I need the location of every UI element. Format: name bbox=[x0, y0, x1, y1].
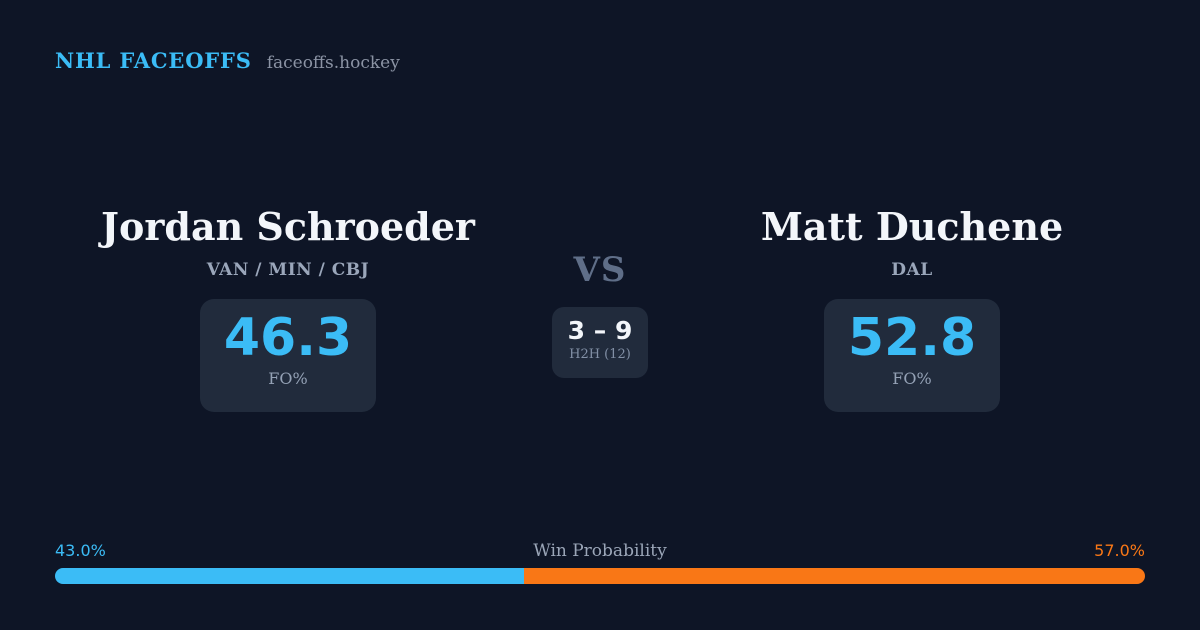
faceoff-pct-value-left: 46.3 bbox=[223, 307, 353, 368]
head-to-head-card: 3 – 9 H2H (12) bbox=[552, 306, 648, 378]
player-teams-right: DAL bbox=[891, 259, 933, 280]
faceoff-pct-label-right: FO% bbox=[892, 369, 932, 389]
header: NHL FACEOFFS faceoffs.hockey bbox=[55, 48, 400, 73]
faceoff-pct-label-left: FO% bbox=[268, 369, 308, 389]
player-name-right: Matt Duchene bbox=[760, 204, 1064, 249]
win-probability-right-pct: 57.0% bbox=[1094, 541, 1145, 560]
head-to-head-score: 3 – 9 bbox=[567, 315, 633, 345]
player-panel-right: Matt Duchene DAL 52.8 FO% bbox=[712, 205, 1112, 412]
win-probability-bar bbox=[55, 568, 1145, 584]
faceoff-pct-card-right: 52.8 FO% bbox=[824, 298, 1000, 412]
win-probability-bar-left-segment bbox=[55, 568, 524, 584]
faceoff-pct-card-left: 46.3 FO% bbox=[200, 298, 376, 412]
faceoff-pct-value-right: 52.8 bbox=[847, 307, 977, 368]
win-probability-bar-right-segment bbox=[523, 568, 1145, 584]
matchup-panel: VS 3 – 9 H2H (12) bbox=[500, 250, 700, 378]
site-url: faceoffs.hockey bbox=[266, 53, 400, 73]
win-probability-title: Win Probability bbox=[533, 541, 667, 561]
player-name-left: Jordan Schroeder bbox=[101, 204, 475, 249]
win-probability-labels: 43.0% Win Probability 57.0% bbox=[55, 541, 1145, 561]
player-panel-left: Jordan Schroeder VAN / MIN / CBJ 46.3 FO… bbox=[88, 205, 488, 412]
vs-label: VS bbox=[573, 250, 627, 290]
brand-title: NHL FACEOFFS bbox=[55, 48, 252, 73]
head-to-head-label: H2H (12) bbox=[569, 346, 631, 362]
win-probability-left-pct: 43.0% bbox=[55, 541, 106, 560]
player-teams-left: VAN / MIN / CBJ bbox=[206, 259, 370, 280]
